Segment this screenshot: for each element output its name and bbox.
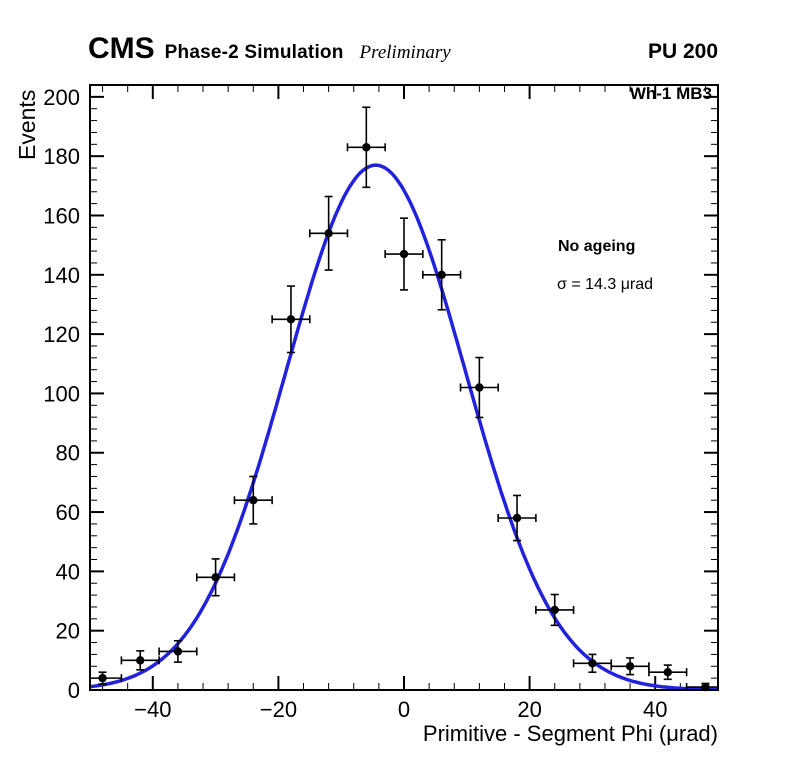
data-point-marker — [211, 573, 220, 582]
plot-frame — [89, 84, 719, 691]
data-point-marker — [437, 270, 446, 280]
data-point-marker — [136, 656, 145, 665]
y-axis-tick-label: 200 — [43, 85, 80, 110]
y-axis-tick-label: 180 — [43, 144, 80, 169]
y-axis-tick-label: 0 — [68, 678, 80, 703]
x-axis-tick-label: 20 — [517, 697, 541, 722]
y-axis-tick-label: 20 — [56, 619, 80, 644]
preliminary-label: Preliminary — [359, 42, 451, 63]
data-point-marker — [550, 605, 559, 615]
data-point-marker — [286, 315, 296, 324]
x-axis-tick-label: −20 — [260, 697, 297, 722]
x-axis-tick-label: 0 — [398, 697, 410, 722]
data-point-marker — [663, 668, 672, 677]
data-point-marker — [173, 647, 183, 656]
data-point-marker — [625, 662, 635, 671]
y-axis-tick-label: 80 — [56, 441, 80, 466]
chamber-label: Wh-1 MB3 — [629, 84, 712, 103]
legend-title: No ageing — [558, 238, 636, 255]
data-point-marker — [362, 143, 371, 152]
data-point-marker — [399, 249, 409, 259]
data-point-marker — [475, 383, 484, 392]
x-axis-title: Primitive - Segment Phi (μrad) — [422, 721, 718, 746]
y-axis-tick-label: 160 — [43, 203, 80, 228]
simulation-label: Phase-2 Simulation — [164, 42, 344, 63]
data-point-marker — [98, 673, 107, 683]
y-axis-tick-label: 40 — [56, 559, 80, 584]
y-axis-tick-label: 120 — [43, 322, 80, 347]
y-axis-tick-label: 140 — [43, 263, 80, 288]
data-point-marker — [588, 659, 597, 668]
y-axis-tick-label: 60 — [56, 500, 80, 525]
gaussian-fit-curve — [90, 163, 718, 690]
y-axis-tick-label: 100 — [43, 381, 80, 406]
plot-header: CMS Phase-2 Simulation Preliminary PU 20… — [88, 32, 718, 66]
data-point-marker — [512, 513, 522, 523]
data-point-marker — [324, 229, 333, 238]
x-axis-tick-label: 40 — [643, 697, 667, 722]
pileup-label: PU 200 — [647, 40, 718, 63]
cms-logo-text: CMS — [88, 32, 155, 65]
legend-sigma-value: σ = 14.3 μrad — [557, 276, 654, 293]
x-axis-tick-label: −40 — [134, 697, 171, 722]
data-point-marker — [249, 495, 258, 505]
